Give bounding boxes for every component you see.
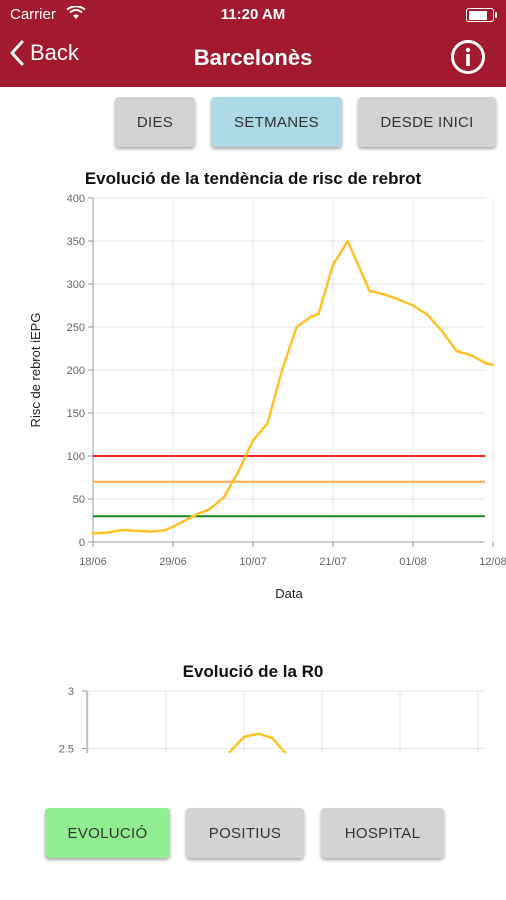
- tab-dies[interactable]: DIES: [115, 97, 195, 147]
- chart1-ytick-label: 100: [67, 451, 85, 463]
- chart1-ytick-label: 400: [67, 193, 85, 205]
- tab-dies-label: DIES: [136, 113, 174, 131]
- chevron-left-icon: [10, 40, 24, 66]
- chart1-ytick-label: 200: [67, 365, 85, 377]
- chart1-x-axis-label: Data: [275, 586, 303, 601]
- chart2-title: Evolució de la R0: [182, 662, 324, 681]
- battery-icon: [466, 8, 497, 22]
- tab-hospital[interactable]: HOSPITAL: [321, 808, 444, 858]
- chart1-ytick-label: 50: [73, 494, 85, 506]
- chart1-series-line: [91, 239, 495, 535]
- chart1-ytick-label: 150: [67, 408, 85, 420]
- tab-hospital-label: HOSPITAL: [344, 824, 421, 842]
- tab-positius-label: POSITIUS: [208, 824, 282, 842]
- tab-evolucio[interactable]: EVOLUCIÓ: [45, 808, 170, 858]
- tab-desde-inici[interactable]: DESDE INICI: [358, 97, 496, 147]
- chart1-xtick-label: 18/06: [79, 556, 107, 568]
- navigation-bar: Back Barcelonès: [0, 30, 506, 87]
- risk-trend-chart: 0 50 100 150 200 250 300 350 400 18/06 29/06 10/07 2…: [28, 193, 506, 601]
- page-title: Barcelonès: [193, 45, 313, 70]
- chart1-xtick-label: 10/07: [239, 556, 267, 568]
- chart1-ytick-label: 250: [67, 322, 85, 334]
- tab-setmanes-label: SETMANES: [234, 113, 319, 131]
- chart2-ytick-label: 3: [68, 686, 74, 698]
- r0-chart: 2.53: [59, 686, 484, 754]
- chart1-ytick-label: 0: [79, 537, 85, 549]
- chart1-xtick-label: 21/07: [319, 556, 347, 568]
- info-icon: [451, 40, 485, 74]
- chart1-ytick-label: 300: [67, 279, 85, 291]
- chart2-series-line: [228, 732, 288, 753]
- chart1-xtick-label: 01/08: [399, 556, 427, 568]
- info-button[interactable]: [450, 39, 486, 80]
- battery-level: [468, 10, 488, 20]
- chart1-ytick-label: 350: [67, 236, 85, 248]
- clock: 11:20 AM: [220, 6, 286, 23]
- carrier-label: Carrier: [10, 6, 56, 23]
- chart1-y-axis-label: Risc de rebrot iEPG: [28, 313, 43, 428]
- tab-evolucio-label: EVOLUCIÓ: [67, 824, 148, 842]
- tab-desde-inici-label: DESDE INICI: [380, 113, 474, 131]
- wifi-icon: [66, 5, 86, 24]
- chart1-xtick-label: 29/06: [159, 556, 187, 568]
- status-bar: Carrier 11:20 AM: [0, 0, 506, 30]
- app-header: Carrier 11:20 AM Back Barcelonès: [0, 0, 506, 87]
- chart2-ytick-label: 2.5: [59, 744, 74, 754]
- tab-setmanes[interactable]: SETMANES: [211, 97, 342, 147]
- chart1-title: Evolució de la tendència de risc de rebr…: [84, 169, 422, 188]
- back-button[interactable]: Back: [10, 40, 79, 66]
- tab-positius[interactable]: POSITIUS: [186, 808, 304, 858]
- chart1-xtick-label: 12/08: [479, 556, 506, 568]
- back-label: Back: [30, 40, 79, 65]
